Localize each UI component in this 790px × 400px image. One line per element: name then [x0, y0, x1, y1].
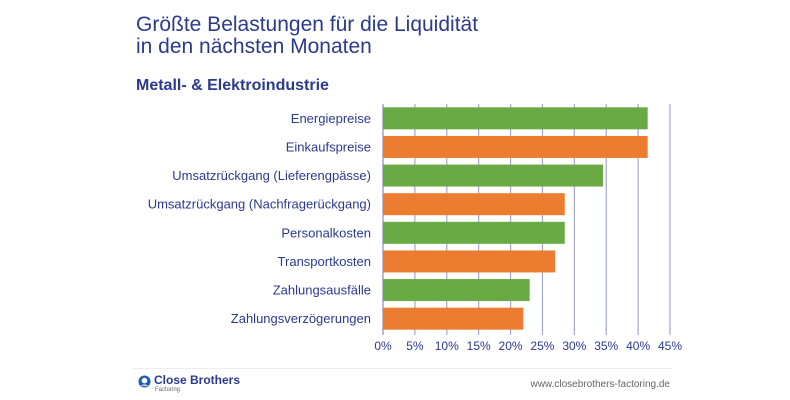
category-label: Personalkosten — [281, 225, 371, 240]
x-tick-label: 15% — [467, 339, 491, 353]
category-label: Umsatzrückgang (Lieferengpässe) — [172, 168, 371, 183]
x-tick-label: 25% — [530, 339, 554, 353]
bar-transportkosten — [383, 250, 556, 273]
close-brothers-logo-icon — [138, 375, 151, 388]
bars — [383, 107, 648, 330]
website-url: www.closebrothers-factoring.de — [530, 379, 670, 390]
bar-einkaufspreise — [383, 135, 648, 158]
close-brothers-logo: Close Brothers Factoring — [138, 374, 240, 394]
footer-divider — [132, 368, 672, 369]
x-tick-label: 35% — [594, 339, 618, 353]
x-tick-label: 30% — [562, 339, 586, 353]
chart-subtitle: Metall- & Elektroindustrie — [136, 77, 329, 94]
x-tick-label: 45% — [658, 339, 682, 353]
bar-zahlungsverzögerungen — [383, 307, 524, 330]
bar-umsatzrückgang-nachfragerückgang — [383, 193, 565, 216]
chart-title-line2: in den nächsten Monaten — [136, 35, 372, 58]
category-labels: Energiepreise Einkaufspreise Umsatzrückgan… — [148, 111, 371, 326]
category-label: Einkaufspreise — [286, 139, 371, 154]
bar-personalkosten — [383, 221, 565, 244]
brand-sub: Factoring — [155, 387, 181, 393]
chart-title-line1: Größte Belastungen für die Liquidität — [136, 13, 479, 36]
bar-energiepreise — [383, 107, 648, 130]
x-tick-labels: 0% 5% 10% 15% 20% 25% 30% 35% 40% 45% — [374, 339, 682, 353]
x-tick-label: 0% — [374, 339, 392, 353]
category-label: Transportkosten — [278, 254, 371, 269]
chart-title: Größte Belastungen für die Liquidität in… — [136, 14, 478, 58]
x-tick-label: 10% — [435, 339, 459, 353]
category-label: Zahlungsausfälle — [273, 283, 371, 298]
x-tick-label: 20% — [499, 339, 523, 353]
x-tick-label: 5% — [406, 339, 424, 353]
x-tick-label: 40% — [626, 339, 650, 353]
category-label: Zahlungsverzögerungen — [231, 311, 371, 326]
category-label: Energiepreise — [291, 111, 371, 126]
bar-zahlungsausfälle — [383, 279, 530, 302]
category-label: Umsatzrückgang (Nachfragerückgang) — [148, 197, 371, 212]
brand-name: Close Brothers — [154, 373, 241, 387]
bar-umsatzrückgang-lieferengpässe — [383, 164, 604, 187]
